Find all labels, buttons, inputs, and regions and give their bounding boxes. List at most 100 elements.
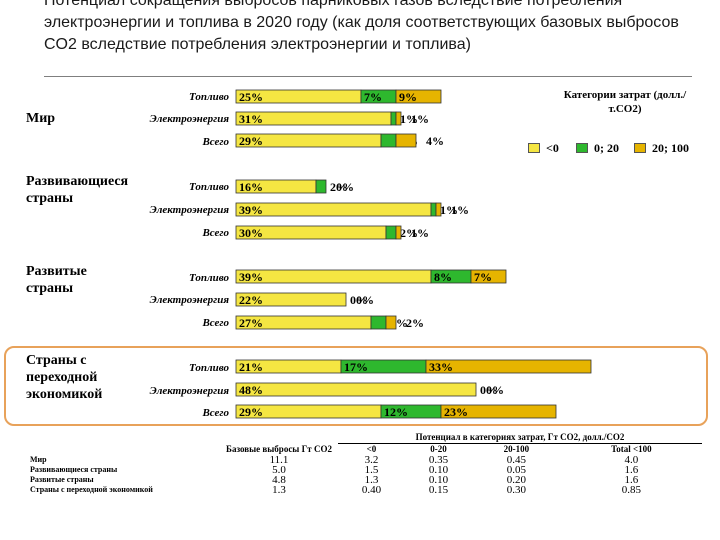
legend-item-high: 20; 100 xyxy=(634,140,689,155)
legend-item-low: 0; 20 xyxy=(576,140,619,155)
table-cell: 0.40 xyxy=(361,484,382,496)
title-divider xyxy=(44,76,692,77)
bar-segment xyxy=(235,269,432,284)
column-header: 20-100 xyxy=(503,444,530,454)
row-label: Всего xyxy=(202,317,229,329)
bar-value-label: 39% xyxy=(239,270,263,284)
legend-label: 0; 20 xyxy=(594,140,619,155)
table-cell: 0.10 xyxy=(428,474,449,486)
bar-value-label: 12% xyxy=(384,405,408,419)
bar-segment xyxy=(395,133,417,148)
bar-value-label: 31% xyxy=(239,112,263,126)
bar-value-label: 23% xyxy=(444,405,468,419)
bar-value-label: 0% xyxy=(350,293,368,307)
row-label: Всего xyxy=(202,136,229,148)
bar-segment xyxy=(380,133,397,148)
bar-segment xyxy=(385,225,397,240)
bar-value-label: 33% xyxy=(429,360,453,374)
table-cell: 1.6 xyxy=(624,474,639,486)
bar-value-label: 2% xyxy=(400,226,418,240)
summary-table: Базовые выбросы Гт CO2 Потенциал в катег… xyxy=(30,432,702,496)
bar-value-label: 29% xyxy=(239,134,263,148)
table-cell: 1.6 xyxy=(624,464,639,476)
table-row-label: Развивающиеся страны xyxy=(30,465,118,474)
bar-value-label: 0% xyxy=(480,383,498,397)
bar-segment xyxy=(440,404,557,419)
bar-value-label: 30% xyxy=(239,226,263,240)
bar-value-label: 2% xyxy=(330,180,348,194)
row-label: Топливо xyxy=(189,91,229,103)
table-row-label: Мир xyxy=(30,455,47,464)
bar-value-label: 16% xyxy=(239,180,263,194)
table-row-label: Страны с переходной экономикой xyxy=(30,485,153,494)
bar-value-label: 8% xyxy=(434,270,452,284)
table-row: Развивающиеся страны 5.0 1.5 0.10 0.05 1… xyxy=(30,464,702,476)
bar-value-label: 29% xyxy=(239,405,263,419)
bar-value-label: 1% xyxy=(451,203,469,217)
row-label: Электроэнергия xyxy=(149,294,229,306)
row-label: Топливо xyxy=(189,272,229,284)
bar-value-label: 22% xyxy=(239,293,263,307)
bar-value-label: 7% xyxy=(474,270,492,284)
bar-value-label: 17% xyxy=(344,360,368,374)
row-label: Топливо xyxy=(189,181,229,193)
row-label: Электроэнергия xyxy=(149,385,229,397)
bar-value-label: 25% xyxy=(239,90,263,104)
bar-value-label: 21% xyxy=(239,360,263,374)
bar-segment xyxy=(430,202,437,217)
legend-swatch xyxy=(634,143,646,153)
table-cell: 4.0 xyxy=(624,454,639,466)
bar-segment xyxy=(315,179,327,194)
bar-value-label: 2% xyxy=(406,316,424,330)
bar-segment xyxy=(395,225,402,240)
bar-value-label: 4% xyxy=(426,134,444,148)
baseline-cell: 5.0 xyxy=(272,464,286,476)
bar-segment xyxy=(235,292,347,307)
baseline-cell: 11.1 xyxy=(269,454,289,466)
bar-value-label: 9% xyxy=(399,90,417,104)
row-label: Электроэнергия xyxy=(149,113,229,125)
baseline-cell: 1.3 xyxy=(272,484,286,496)
bar-segment xyxy=(395,89,442,104)
bar-value-label: 7% xyxy=(364,90,382,104)
bar-value-label: 48% xyxy=(239,383,263,397)
bar-value-label: 1% xyxy=(411,226,429,240)
baseline-header: Базовые выбросы Гт CO2 xyxy=(226,444,332,454)
table-cell: 1.3 xyxy=(364,474,379,486)
row-label: Топливо xyxy=(189,362,229,374)
row-label: Всего xyxy=(202,227,229,239)
table-cell: 1.5 xyxy=(364,464,379,476)
bar-segment xyxy=(235,202,432,217)
legend-label: <0 xyxy=(546,140,559,155)
table-row-label: Развитые страны xyxy=(30,475,94,484)
legend-label: 20; 100 xyxy=(652,140,689,155)
baseline-cell: 4.8 xyxy=(272,474,286,486)
table-cell: 0.45 xyxy=(506,454,526,466)
region-label-world: Мир xyxy=(26,111,56,126)
column-header: Total <100 xyxy=(611,444,652,454)
bar-value-label: 27% xyxy=(239,316,263,330)
bar-value-label: 0% xyxy=(356,293,374,307)
column-header: 0-20 xyxy=(430,444,447,454)
bar-value-label: 0% xyxy=(486,383,504,397)
bar-segment xyxy=(235,382,477,397)
bar-segment xyxy=(470,269,507,284)
transition-economies-highlight xyxy=(4,346,708,426)
slide-title: Потенциал сокращения выбросов парниковых… xyxy=(44,0,679,53)
bar-value-label: 39% xyxy=(239,203,263,217)
bar-value-label: 1% xyxy=(411,112,429,126)
legend-swatch xyxy=(576,143,588,153)
potential-header: Потенциал в категориях затрат, Гт CO2, д… xyxy=(338,432,702,444)
table-row: Развитые страны 4.8 1.3 0.10 0.20 1.6 xyxy=(30,474,702,486)
region-label-transition: Страны с переходной экономикой xyxy=(26,353,103,402)
table-cell: 0.35 xyxy=(428,454,449,466)
row-label: Электроэнергия xyxy=(149,204,229,216)
table-cell: 0.15 xyxy=(428,484,449,496)
bar-value-label: 1% xyxy=(400,112,418,126)
bar-segment xyxy=(435,202,442,217)
legend-item-negative: <0 xyxy=(528,140,559,155)
table-cell: 0.20 xyxy=(506,474,526,486)
row-label: Всего xyxy=(202,407,229,419)
column-header: <0 xyxy=(366,444,377,454)
